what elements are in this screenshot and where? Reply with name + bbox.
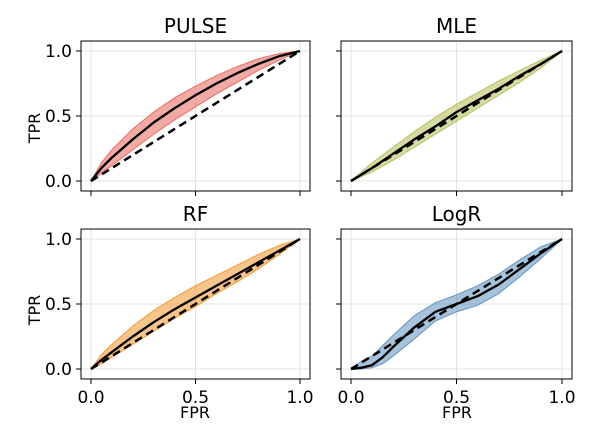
y-tick-label: 0.5 (45, 295, 72, 315)
roc-band-upper-line (90, 238, 301, 370)
panel-title: RF (183, 202, 208, 226)
roc-band-upper-line (350, 50, 563, 182)
x-tick-label: 0.0 (337, 388, 364, 408)
x-tick-label: 1.0 (286, 388, 313, 408)
mean-roc-line (350, 238, 563, 371)
roc-band-upper-line (90, 50, 301, 182)
y-tick-label: 0.0 (45, 172, 72, 192)
roc-band-lower-line (350, 50, 563, 182)
roc-panel-pulse: 0.0 0.5 1.0 PULSE (45, 14, 311, 196)
figure-ylabel-bottom: TPR (25, 295, 44, 327)
roc-band-lower-line (90, 50, 301, 182)
y-tick-label: 1.0 (45, 42, 72, 62)
x-tick-label: 0.5 (443, 388, 470, 408)
chance-line (90, 49, 301, 183)
mean-roc-line (350, 50, 563, 182)
panel-title: PULSE (164, 14, 227, 38)
figure-xlabel-right: FPR (442, 403, 472, 422)
x-tick-label: 1.0 (548, 388, 575, 408)
chance-line (90, 237, 301, 371)
roc-panel-rf: 0.00.0 0.5 0.5 1.0 1.0 RF (45, 202, 314, 408)
roc-panel-logr: 0.0 0.5 1.0 LogR (336, 202, 576, 408)
roc-band-upper-line (350, 238, 563, 370)
x-tick-label: 0.5 (182, 388, 209, 408)
mean-roc-line (90, 49, 301, 182)
y-tick-label: 1.0 (45, 230, 72, 250)
mean-roc-line (90, 237, 301, 370)
y-tick-label: 0.5 (45, 107, 72, 127)
roc-panel-mle: MLE (336, 14, 573, 196)
figure-ylabel-top: TPR (25, 113, 44, 145)
panel-title: MLE (436, 14, 477, 38)
roc-band-lower-line (90, 238, 301, 370)
x-tick-label: 0.0 (77, 388, 104, 408)
figure-xlabel-left: FPR (180, 403, 210, 422)
panel-title: LogR (432, 202, 482, 226)
y-tick-label: 0.0 (45, 360, 72, 380)
roc-band-lower-line (351, 238, 563, 370)
